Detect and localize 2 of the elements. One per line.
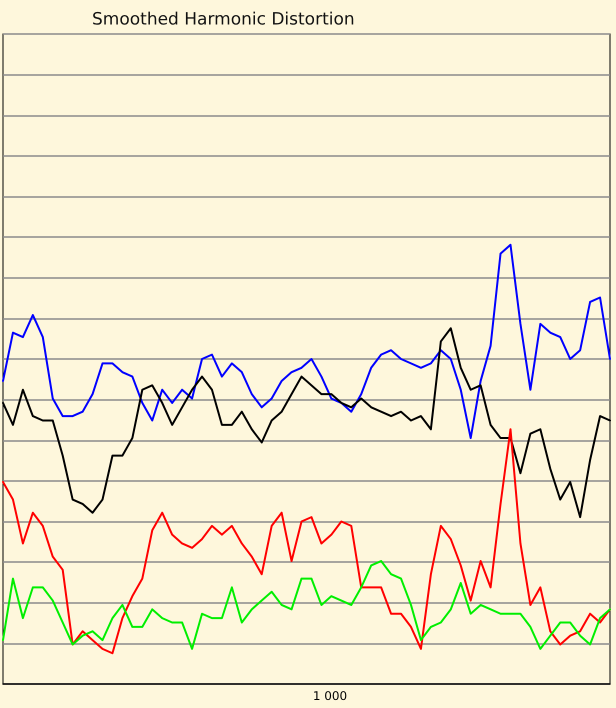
text: 1 000 xyxy=(312,689,348,703)
chart-title: Smoothed Harmonic Distortion xyxy=(92,10,355,30)
